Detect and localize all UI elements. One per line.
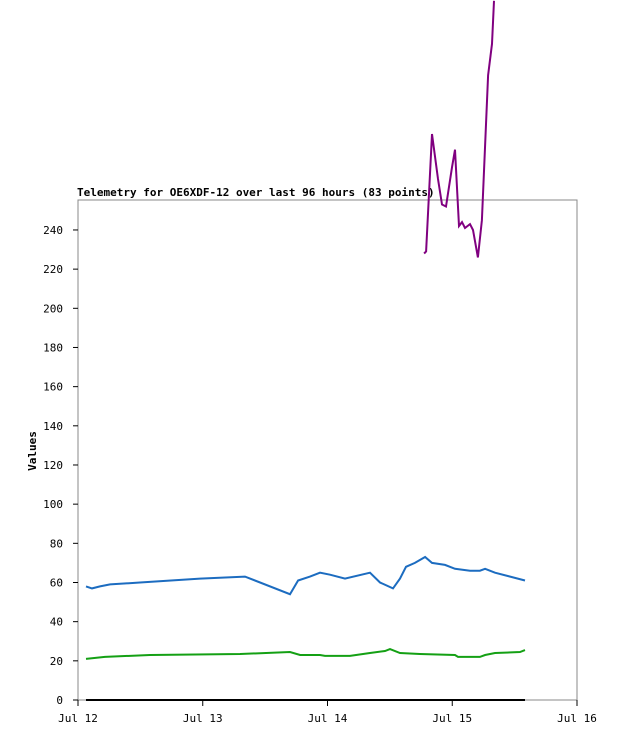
- y-tick-label: 180: [43, 341, 63, 354]
- chart-title: Telemetry for OE6XDF-12 over last 96 hou…: [77, 186, 435, 199]
- y-tick-label: 240: [43, 224, 63, 237]
- y-tick-label: 60: [50, 576, 63, 589]
- y-tick-label: 100: [43, 498, 63, 511]
- y-tick-label: 140: [43, 420, 63, 433]
- x-tick-label: Jul 14: [308, 712, 348, 725]
- y-tick-label: 80: [50, 537, 63, 550]
- x-tick-label: Jul 12: [58, 712, 98, 725]
- y-tick-label: 20: [50, 655, 63, 668]
- y-tick-label: 200: [43, 302, 63, 315]
- plot-frame: [77, 199, 578, 701]
- x-tick-label: Jul 13: [183, 712, 223, 725]
- y-tick-label: 40: [50, 616, 63, 629]
- y-tick-label: 220: [43, 263, 63, 276]
- y-tick-label: 120: [43, 459, 63, 472]
- series-line: [85, 648, 526, 660]
- x-tick-label: Jul 15: [432, 712, 472, 725]
- y-tick-label: 160: [43, 381, 63, 394]
- y-axis-label: Values: [26, 431, 39, 471]
- series-line: [423, 0, 495, 258]
- series-line: [85, 555, 526, 596]
- y-tick-label: 0: [56, 694, 63, 707]
- x-tick-label: Jul 16: [557, 712, 597, 725]
